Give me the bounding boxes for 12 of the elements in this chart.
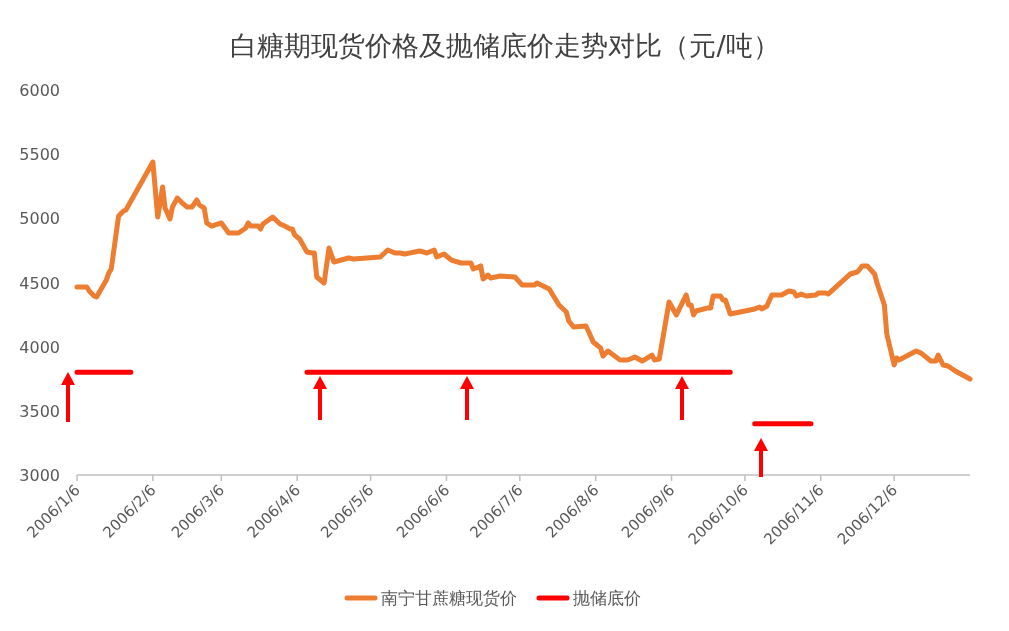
ytick: 5000 bbox=[19, 209, 60, 229]
legend-item: 南宁甘蔗糖现货价 bbox=[344, 588, 517, 608]
legend-label: 南宁甘蔗糖现货价 bbox=[381, 588, 517, 608]
ytick: 4500 bbox=[19, 273, 60, 293]
title: 白糖期现货价格及抛储底价走势对比（元/吨） bbox=[230, 30, 780, 61]
ytick: 5500 bbox=[19, 145, 60, 165]
legend-label: 抛储底价 bbox=[573, 588, 641, 608]
ytick: 3000 bbox=[19, 466, 60, 485]
ytick: 4000 bbox=[19, 337, 60, 357]
legend-item: 抛储底价 bbox=[536, 588, 641, 608]
ytick: 6000 bbox=[19, 81, 60, 100]
ytick: 3500 bbox=[19, 401, 60, 421]
